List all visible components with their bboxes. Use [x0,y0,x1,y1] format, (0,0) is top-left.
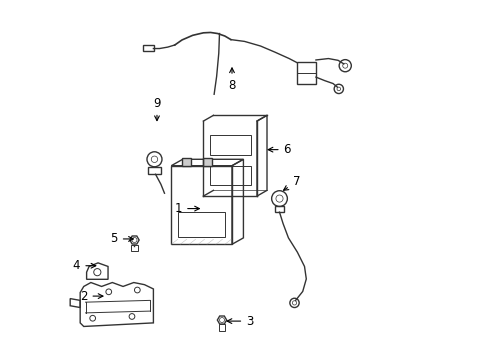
Bar [275,206,283,212]
Bar [142,45,154,51]
Text: 1: 1 [174,202,199,215]
Text: 2: 2 [80,289,103,303]
Text: 5: 5 [110,233,133,246]
Text: 7: 7 [283,175,300,190]
Bar [203,158,212,166]
Bar [297,62,315,84]
Bar [182,158,190,166]
Text: 6: 6 [267,143,290,156]
Bar [171,166,231,244]
Bar [209,135,250,155]
Bar [131,246,138,251]
Text: 4: 4 [73,259,96,272]
Text: 8: 8 [228,68,235,92]
Bar [209,166,250,185]
Text: 3: 3 [226,315,253,328]
Bar [178,212,224,237]
Text: 9: 9 [153,97,161,121]
Bar [148,167,161,174]
Bar [218,324,225,331]
